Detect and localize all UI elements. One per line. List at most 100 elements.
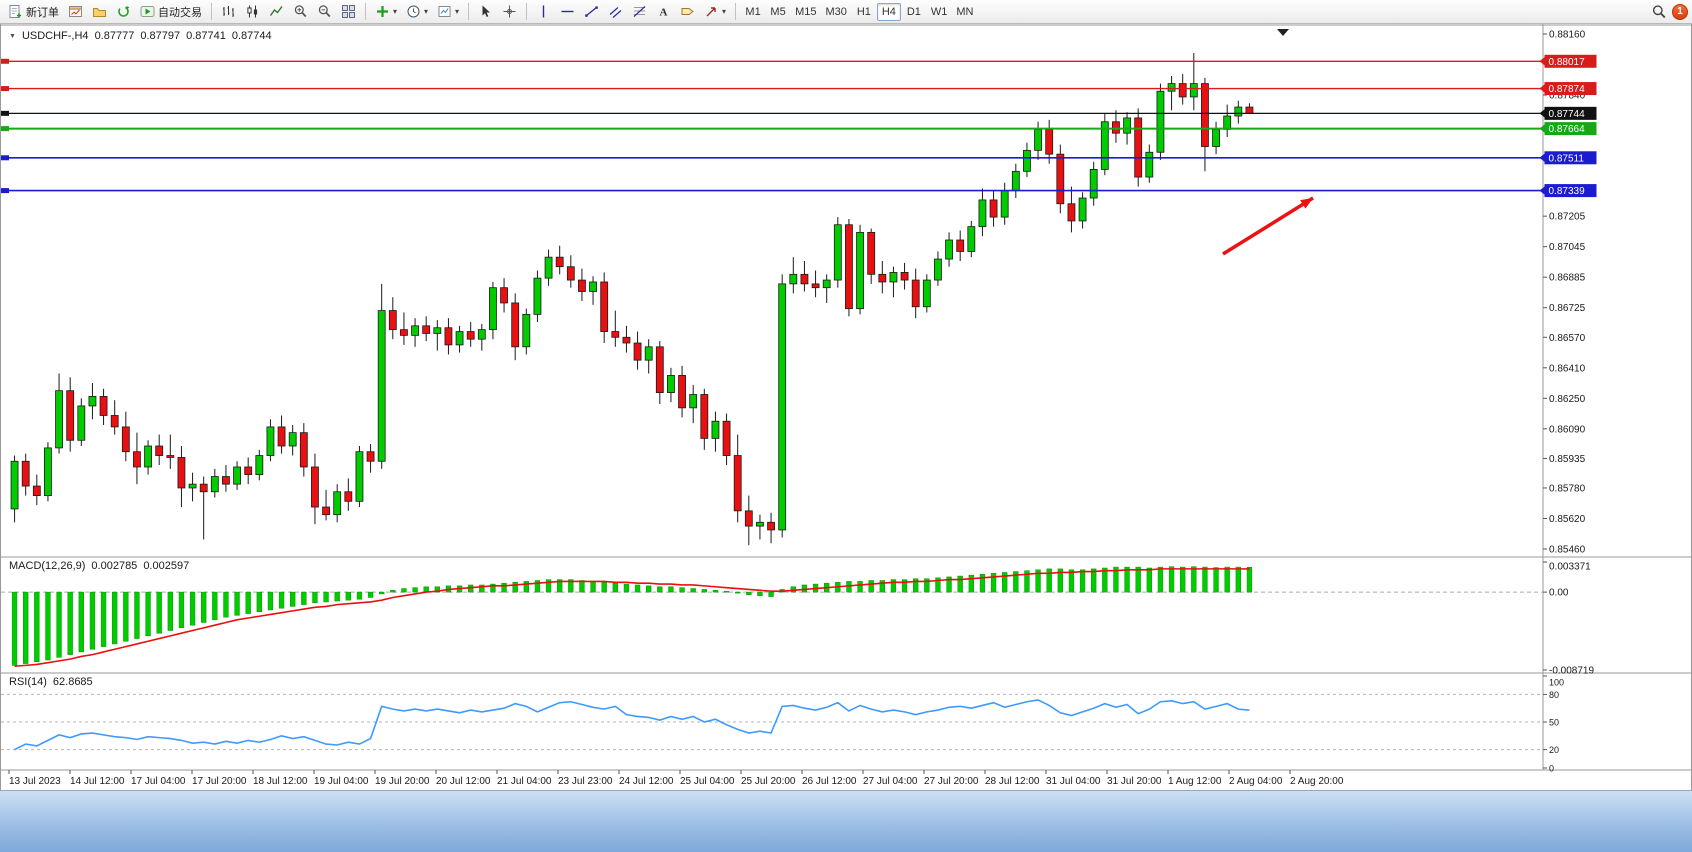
notification-badge[interactable]: 1 xyxy=(1672,3,1688,20)
price-axis[interactable]: 0.88160 0.87840 0.87205 0.87045 0.86885 0.867… xyxy=(1543,30,1586,556)
svg-text:20: 20 xyxy=(1549,745,1559,755)
channel-tool-button[interactable] xyxy=(604,2,627,22)
svg-text:23 Jul 23:00: 23 Jul 23:00 xyxy=(558,776,613,787)
price-chart-canvas[interactable]: 0.88160 0.87840 0.87205 0.87045 0.86885 0.867… xyxy=(1,24,1692,790)
timeframe-m30[interactable]: M30 xyxy=(825,5,847,18)
autotrading-icon xyxy=(140,6,155,17)
svg-text:19 Jul 20:00: 19 Jul 20:00 xyxy=(375,776,430,787)
new-order-button[interactable]: 新订单 xyxy=(4,2,63,22)
macd-pane[interactable]: 0.003371 0.00 -0.008719 xyxy=(1,561,1594,677)
chart-window-icon xyxy=(69,6,82,17)
indicators-button[interactable]: ▾ xyxy=(371,2,401,22)
svg-text:80: 80 xyxy=(1549,690,1559,700)
text-icon: A xyxy=(660,7,668,19)
line-chart-button[interactable] xyxy=(265,2,288,22)
indicators-icon xyxy=(377,6,388,17)
price-badge xyxy=(1544,151,1597,165)
line-chart-icon xyxy=(269,6,283,16)
candlesticks[interactable] xyxy=(10,53,1254,546)
svg-text:27 Jul 04:00: 27 Jul 04:00 xyxy=(863,776,918,787)
window-bottom-strip xyxy=(0,790,1692,852)
horizontal-line-tool-button[interactable] xyxy=(556,2,579,22)
candlestick-chart-button[interactable] xyxy=(241,2,264,22)
search-button[interactable] xyxy=(1647,2,1671,22)
time-axis[interactable]: 13 Jul 2023 14 Jul 12:00 17 Jul 04:00 17 Ju… xyxy=(8,770,1344,787)
crosshair-tool-button[interactable] xyxy=(498,2,521,22)
svg-text:31 Jul 04:00: 31 Jul 04:00 xyxy=(1046,776,1101,787)
price-badge xyxy=(1544,82,1597,96)
zoom-out-icon xyxy=(318,5,331,18)
bar-chart-button[interactable] xyxy=(217,2,240,22)
timeframe-d1[interactable]: D1 xyxy=(906,5,921,18)
svg-text:100: 100 xyxy=(1549,678,1564,688)
bar-chart-icon xyxy=(223,6,234,17)
svg-text:0.88160: 0.88160 xyxy=(1549,30,1586,41)
svg-text:2 Aug 20:00: 2 Aug 20:00 xyxy=(1290,776,1344,787)
cursor-tool-button[interactable] xyxy=(474,2,497,22)
timeframe-mn[interactable]: MN xyxy=(956,5,974,18)
cursor-icon xyxy=(482,5,491,17)
templates-button[interactable]: ▾ xyxy=(433,2,463,22)
toolbar: 新订单 自动交易 xyxy=(0,0,1692,24)
chevron-down-icon: ▾ xyxy=(393,6,398,16)
svg-text:25 Jul 04:00: 25 Jul 04:00 xyxy=(680,776,735,787)
svg-text:-0.008719: -0.008719 xyxy=(1549,666,1594,677)
collapse-triangle-icon[interactable]: ▼ xyxy=(9,32,16,40)
periods-icon xyxy=(407,5,420,18)
svg-text:2 Aug 04:00: 2 Aug 04:00 xyxy=(1229,776,1283,787)
profiles-icon xyxy=(93,8,106,17)
periods-button[interactable]: ▾ xyxy=(402,2,432,22)
trend-arrow-annotation[interactable] xyxy=(1222,196,1314,256)
toolbar-separator xyxy=(211,3,212,20)
svg-text:0.87045: 0.87045 xyxy=(1549,242,1586,253)
svg-text:0.86090: 0.86090 xyxy=(1549,424,1586,435)
trendline-tool-button[interactable] xyxy=(580,2,603,22)
svg-text:20 Jul 12:00: 20 Jul 12:00 xyxy=(436,776,491,787)
profiles-button[interactable] xyxy=(88,2,111,22)
svg-text:1 Aug 12:00: 1 Aug 12:00 xyxy=(1168,776,1222,787)
fibonacci-tool-button[interactable] xyxy=(628,2,651,22)
vertical-line-tool-button[interactable] xyxy=(532,2,555,22)
zoom-in-icon xyxy=(294,5,307,18)
svg-text:0.86410: 0.86410 xyxy=(1549,363,1586,374)
channel-icon xyxy=(609,7,622,18)
candlestick-icon xyxy=(247,5,258,18)
crosshair-icon xyxy=(503,5,516,18)
text-tool-button[interactable]: A xyxy=(652,2,675,22)
rsi-line xyxy=(14,699,1250,751)
line-left-edge-marker xyxy=(1,126,9,132)
svg-text:0.87840: 0.87840 xyxy=(1549,91,1586,102)
toolbar-separator xyxy=(365,3,366,20)
rsi-pane[interactable]: 100 80 50 20 0 xyxy=(1,675,1564,774)
horizontal-line-objects[interactable] xyxy=(1,58,1543,194)
svg-text:0.87664: 0.87664 xyxy=(1549,124,1586,135)
label-tool-button[interactable] xyxy=(676,2,699,22)
price-badge xyxy=(1544,106,1597,120)
line-left-edge-marker xyxy=(1,86,9,92)
tile-windows-button[interactable] xyxy=(337,2,360,22)
svg-text:0.85780: 0.85780 xyxy=(1549,483,1586,494)
timeframe-h4[interactable]: H4 xyxy=(876,2,901,21)
timeframe-m15[interactable]: M15 xyxy=(795,5,817,18)
templates-icon xyxy=(438,6,451,17)
chart-window-button[interactable] xyxy=(64,2,87,22)
chart-shift-marker-icon[interactable] xyxy=(1277,29,1289,36)
timeframe-m5[interactable]: M5 xyxy=(770,5,786,18)
svg-text:18 Jul 12:00: 18 Jul 12:00 xyxy=(253,776,308,787)
toolbar-separator xyxy=(735,3,737,20)
arrows-icon xyxy=(706,7,716,17)
price-badge xyxy=(1544,122,1597,136)
timeframe-m1[interactable]: M1 xyxy=(745,5,761,18)
line-left-edge-marker xyxy=(1,110,9,116)
refresh-button[interactable] xyxy=(112,2,135,22)
auto-trading-button[interactable]: 自动交易 xyxy=(136,2,206,22)
arrows-tool-button[interactable]: ▾ xyxy=(700,2,730,22)
zoom-out-button[interactable] xyxy=(313,2,336,22)
svg-text:25 Jul 20:00: 25 Jul 20:00 xyxy=(741,776,796,787)
tile-windows-icon xyxy=(342,5,355,18)
zoom-in-button[interactable] xyxy=(289,2,312,22)
svg-text:19 Jul 04:00: 19 Jul 04:00 xyxy=(314,776,369,787)
hline-icon xyxy=(561,10,574,13)
timeframe-h1[interactable]: H1 xyxy=(856,5,871,18)
timeframe-w1[interactable]: W1 xyxy=(930,5,948,18)
